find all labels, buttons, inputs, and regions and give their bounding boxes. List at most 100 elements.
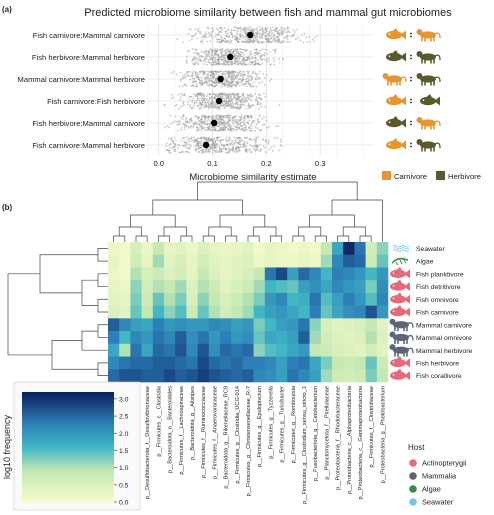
sample-point bbox=[209, 71, 212, 73]
heatmap-cell bbox=[320, 343, 333, 357]
sample-point bbox=[302, 41, 305, 44]
sample-point bbox=[278, 39, 281, 42]
colorbar-tick-label: 3.0 bbox=[119, 396, 129, 403]
sample-point bbox=[234, 76, 237, 79]
colon-dot-icon bbox=[410, 145, 412, 148]
sample-point bbox=[224, 125, 227, 128]
colorbar-tick-label: 2.0 bbox=[119, 431, 129, 438]
heatmap-cell bbox=[365, 242, 378, 256]
heatmap-cell bbox=[108, 331, 120, 345]
heatmap-cell bbox=[130, 331, 142, 345]
heatmap-cell bbox=[197, 318, 210, 332]
sample-point bbox=[241, 120, 244, 123]
sample-point bbox=[241, 34, 244, 37]
sample-point bbox=[180, 128, 183, 131]
sample-point bbox=[204, 76, 207, 79]
heatmap-cell bbox=[231, 318, 243, 332]
mammal-icon bbox=[389, 318, 414, 332]
colorbar-segment bbox=[22, 392, 114, 395]
dendrogram-branch bbox=[247, 235, 260, 242]
sample-point bbox=[220, 56, 223, 59]
heatmap-cell bbox=[343, 242, 355, 256]
sample-point bbox=[210, 36, 213, 39]
sample-point bbox=[226, 114, 229, 117]
sample-point bbox=[243, 136, 246, 139]
heatmap-cell bbox=[164, 318, 176, 332]
sample-point bbox=[232, 94, 235, 96]
sample-point bbox=[263, 105, 266, 108]
sample-point bbox=[260, 97, 263, 100]
sample-point bbox=[229, 99, 231, 102]
fish-icon bbox=[390, 279, 410, 292]
colorbar-segment bbox=[22, 496, 114, 499]
sample-point bbox=[255, 51, 257, 54]
sample-point bbox=[257, 77, 259, 80]
sample-point bbox=[201, 151, 204, 154]
sample-point bbox=[262, 144, 265, 147]
heatmap-cell bbox=[141, 242, 154, 256]
sample-point bbox=[220, 129, 223, 132]
legend-label: Herbivore bbox=[448, 172, 481, 181]
sample-point bbox=[255, 98, 258, 101]
heatmap-cell bbox=[264, 331, 277, 345]
sample-point bbox=[246, 93, 249, 96]
sample-point bbox=[204, 51, 207, 54]
sample-point bbox=[235, 75, 238, 77]
colorbar-tick-label: 1.0 bbox=[119, 465, 129, 472]
heatmap-cell bbox=[242, 267, 254, 281]
sample-point bbox=[208, 149, 211, 152]
heatmap-cell bbox=[175, 343, 187, 357]
mammal-herbivore-icon bbox=[416, 51, 441, 64]
sample-point bbox=[205, 83, 208, 86]
sample-point bbox=[261, 29, 264, 32]
sample-point bbox=[217, 38, 220, 41]
heatmap-row-label: Seawater bbox=[416, 246, 445, 253]
colorbar-segment bbox=[22, 481, 114, 485]
sample-point bbox=[254, 62, 257, 64]
colorbar-tick-label: 1.5 bbox=[119, 448, 129, 455]
sample-point bbox=[199, 144, 202, 147]
sample-point bbox=[223, 82, 226, 85]
heatmap-cell bbox=[197, 292, 210, 306]
sample-point bbox=[227, 139, 230, 142]
sample-point bbox=[191, 37, 193, 40]
sample-point bbox=[244, 41, 247, 43]
sample-point bbox=[226, 143, 229, 146]
sample-point bbox=[253, 145, 255, 148]
sample-point bbox=[238, 52, 240, 55]
sample-point bbox=[236, 82, 239, 85]
sample-point bbox=[179, 106, 182, 109]
sample-point bbox=[247, 72, 249, 75]
sample-point bbox=[242, 29, 244, 32]
sample-point bbox=[227, 102, 230, 105]
heatmap-cell bbox=[231, 280, 243, 294]
sample-point bbox=[274, 50, 277, 52]
sample-point bbox=[216, 50, 219, 53]
colorbar-segment bbox=[22, 397, 114, 400]
sample-point bbox=[232, 102, 234, 105]
sample-point bbox=[215, 103, 217, 105]
panel-b-label: (b) bbox=[2, 203, 13, 212]
heatmap-cell bbox=[276, 242, 288, 256]
sample-point bbox=[198, 120, 200, 122]
sample-point bbox=[211, 30, 214, 33]
sample-point bbox=[231, 93, 233, 96]
sample-point bbox=[241, 59, 244, 62]
sample-point bbox=[278, 149, 281, 152]
heatmap-cell bbox=[164, 305, 176, 319]
heatmap-cell bbox=[276, 254, 288, 268]
sample-point bbox=[223, 59, 226, 62]
sample-point bbox=[217, 81, 219, 84]
colorbar-segment bbox=[22, 461, 114, 464]
heatmap-cell bbox=[264, 343, 277, 357]
sample-point bbox=[165, 145, 168, 148]
sample-point bbox=[198, 123, 201, 126]
heatmap-cell bbox=[141, 292, 154, 306]
sample-point bbox=[268, 148, 270, 151]
sample-point bbox=[187, 32, 190, 35]
sample-point bbox=[254, 142, 257, 145]
sample-point bbox=[235, 141, 237, 144]
sample-point bbox=[207, 74, 209, 77]
sample-point bbox=[202, 136, 205, 139]
